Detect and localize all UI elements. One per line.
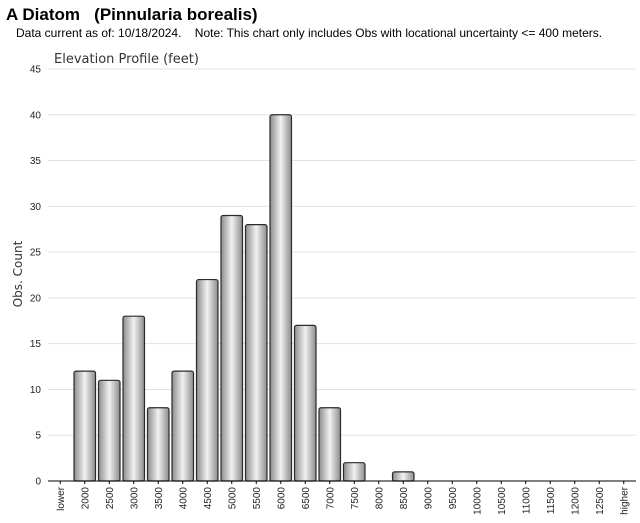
- x-tick-label: 3500: [154, 487, 165, 510]
- bars: [73, 114, 415, 482]
- x-tick-label: 12000: [570, 487, 581, 515]
- x-tick-label: 10000: [472, 487, 483, 515]
- x-tick-label: 6000: [276, 487, 287, 510]
- bar: [122, 315, 146, 482]
- x-tick-label: 3000: [129, 487, 140, 510]
- bar: [97, 379, 121, 482]
- bar: [293, 324, 317, 482]
- bar: [171, 370, 195, 482]
- x-tick-label: 9000: [423, 487, 434, 510]
- x-tick-label: higher: [619, 486, 630, 514]
- bar: [73, 370, 97, 482]
- x-tick-label: 5000: [227, 487, 238, 510]
- x-tick-label: 7500: [350, 487, 361, 510]
- y-tick-label: 10: [30, 385, 42, 396]
- x-tick-label: 4500: [203, 487, 214, 510]
- y-axis-title: Obs. Count: [11, 240, 25, 307]
- bar: [342, 462, 366, 482]
- bar: [391, 471, 415, 482]
- page-title: A Diatom (Pinnularia borealis): [6, 5, 258, 24]
- x-tick-label: 7000: [325, 487, 336, 510]
- x-tick-label: 6500: [301, 487, 312, 510]
- x-tick-label: lower: [56, 486, 67, 511]
- y-tick-label: 20: [30, 293, 42, 304]
- y-tick-label: 25: [30, 248, 42, 259]
- x-tick-label: 4000: [178, 487, 189, 510]
- x-tick-label: 9500: [448, 487, 459, 510]
- bar: [195, 278, 219, 482]
- x-tick-label: 5500: [252, 487, 263, 510]
- y-tick-label: 35: [30, 156, 42, 167]
- x-tick-label: 8000: [374, 487, 385, 510]
- x-tick-label: 11500: [546, 487, 557, 515]
- gridlines: [48, 68, 636, 436]
- x-tick-label: 11000: [521, 487, 532, 515]
- data-note: Data current as of: 10/18/2024. Note: Th…: [16, 26, 603, 40]
- x-tick-label: 8500: [399, 487, 410, 510]
- bar: [220, 214, 244, 482]
- chart-title: Elevation Profile (feet): [54, 52, 199, 67]
- bar: [318, 407, 342, 482]
- x-tick-label: 2000: [80, 487, 91, 510]
- y-tick-label: 15: [30, 339, 42, 350]
- axes: 0 5 10 15 20 25 30 35 40 45 lower 2000 2500 3000 3500 4…: [30, 65, 636, 515]
- bar: [244, 224, 268, 482]
- x-tick-label: 10500: [497, 487, 508, 515]
- bar: [146, 407, 170, 482]
- y-tick-label: 5: [35, 431, 41, 442]
- x-tick-label: 12500: [595, 487, 606, 515]
- y-tick-label: 0: [35, 477, 41, 488]
- y-tick-label: 40: [30, 110, 42, 121]
- y-tick-label: 30: [30, 202, 42, 213]
- x-tick-label: 2500: [105, 487, 116, 510]
- y-tick-label: 45: [30, 65, 42, 76]
- bar: [269, 114, 293, 482]
